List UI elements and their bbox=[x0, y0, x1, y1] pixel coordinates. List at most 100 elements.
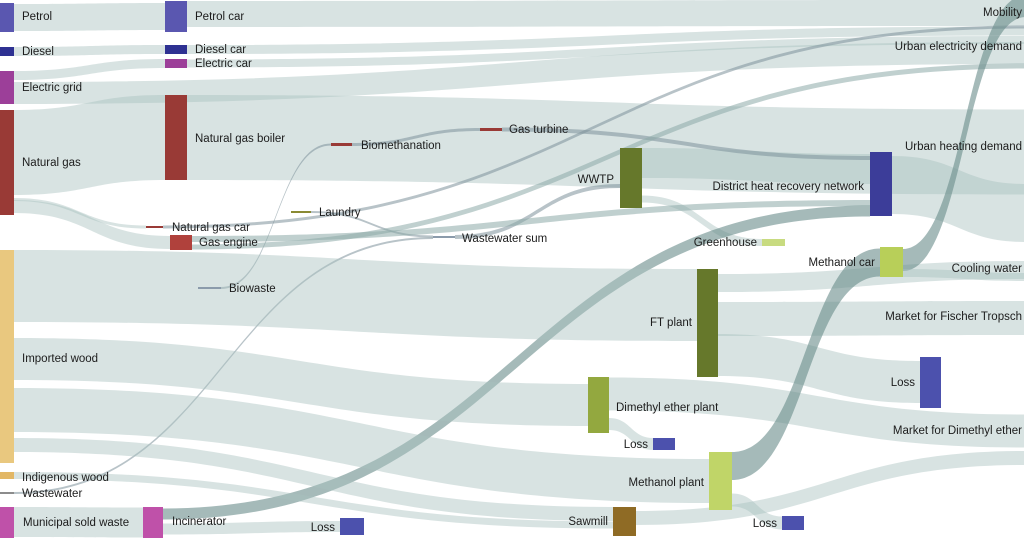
flow-gas_engine-to-district_heat bbox=[192, 200, 870, 242]
node-loss_left bbox=[340, 518, 364, 535]
node-natural_gas_car bbox=[146, 226, 163, 228]
label-market_ft: Market for Fischer Tropsch bbox=[885, 311, 1022, 323]
flow-sawmill-to-market_dme bbox=[636, 451, 1024, 525]
flow-ft_plant-to-market_ft bbox=[718, 301, 1024, 336]
flow-wastewater_sum-to-wwtp bbox=[455, 184, 620, 239]
node-ft_plant bbox=[697, 269, 718, 377]
label-petrol: Petrol bbox=[22, 11, 52, 23]
label-gas_turbine: Gas turbine bbox=[509, 124, 568, 136]
flow-natural_gas-to-gas_engine bbox=[14, 200, 170, 249]
label-sawmill: Sawmill bbox=[568, 516, 608, 528]
flow-natural_gas-to-natural_gas_boiler bbox=[14, 95, 165, 195]
label-gas_engine: Gas engine bbox=[199, 237, 258, 249]
node-imported_wood bbox=[0, 250, 14, 463]
label-natural_gas_car: Natural gas car bbox=[172, 222, 250, 234]
flow-gas_engine-to-urban_electricity bbox=[192, 63, 1024, 250]
node-natural_gas_boiler bbox=[165, 95, 187, 180]
node-loss_bottom bbox=[782, 516, 804, 530]
flow-natural_gas_car-to-mobility bbox=[163, 25, 1024, 229]
label-indigenous_wood: Indigenous wood bbox=[22, 472, 109, 484]
flow-biowaste-to-biomethanation bbox=[221, 143, 331, 289]
node-loss_mid bbox=[653, 438, 675, 450]
flow-natural_gas_boiler-to-urban_heating bbox=[187, 95, 1024, 195]
node-greenhouse bbox=[762, 239, 785, 246]
flow-links-layer bbox=[14, 0, 1024, 538]
node-biowaste bbox=[198, 287, 221, 289]
label-methanol_car: Methanol car bbox=[809, 257, 876, 269]
flow-methanol_car-to-mobility bbox=[903, 0, 1024, 271]
node-diesel bbox=[0, 47, 14, 56]
node-wwtp bbox=[620, 148, 642, 208]
flow-biomethanation-to-gas_turbine bbox=[352, 128, 480, 146]
label-ft_plant: FT plant bbox=[650, 317, 693, 329]
flow-nodes-layer bbox=[0, 1, 941, 538]
label-imported_wood: Imported wood bbox=[22, 353, 98, 365]
flow-incinerator-to-loss_left bbox=[163, 521, 340, 535]
label-loss_bottom: Loss bbox=[753, 518, 778, 530]
node-diesel_car bbox=[165, 45, 187, 54]
label-wwtp: WWTP bbox=[578, 174, 615, 186]
node-municipal_waste bbox=[0, 507, 14, 538]
label-methanol_plant: Methanol plant bbox=[629, 477, 705, 489]
flow-district_heat-to-urban_heating bbox=[892, 156, 1024, 242]
flow-electric_car-to-mobility bbox=[187, 36, 1024, 68]
flow-indigenous_wood-to-sawmill bbox=[14, 472, 613, 529]
flow-wastewater-to-wastewater_sum bbox=[14, 237, 433, 494]
flow-methanol_plant-to-methanol_car bbox=[732, 248, 880, 480]
label-cooling_water: Cooling water bbox=[952, 263, 1022, 275]
label-district_heat: District heat recovery network bbox=[713, 181, 865, 193]
flow-petrol-to-petrol_car bbox=[14, 3, 165, 31]
node-natural_gas bbox=[0, 110, 14, 215]
flow-dme_plant-to-loss_mid bbox=[609, 418, 653, 450]
label-loss_right: Loss bbox=[891, 377, 916, 389]
flow-imported_wood-to-methanol_plant bbox=[14, 388, 709, 503]
label-municipal_waste: Municipal sold waste bbox=[23, 517, 129, 529]
label-dme_plant: Dimethyl ether plant bbox=[616, 402, 719, 414]
node-electric_car bbox=[165, 59, 187, 68]
label-biomethanation: Biomethanation bbox=[361, 140, 441, 152]
flow-imported_wood-to-ft_plant bbox=[14, 250, 697, 341]
node-indigenous_wood bbox=[0, 472, 14, 479]
label-urban_heating: Urban heating demand bbox=[905, 141, 1022, 153]
label-loss_mid: Loss bbox=[624, 439, 649, 451]
label-urban_electricity: Urban electricity demand bbox=[895, 41, 1022, 53]
flow-incinerator-to-district_heat bbox=[163, 205, 870, 520]
flow-petrol_car-to-mobility bbox=[187, 0, 1024, 27]
node-methanol_plant bbox=[709, 452, 732, 510]
node-dme_plant bbox=[588, 377, 609, 433]
node-petrol bbox=[0, 3, 14, 32]
label-petrol_car: Petrol car bbox=[195, 11, 244, 23]
node-petrol_car bbox=[165, 1, 187, 32]
flow-imported_wood-to-dme_plant bbox=[14, 338, 588, 426]
label-mobility: Mobility bbox=[983, 7, 1022, 19]
label-natural_gas: Natural gas bbox=[22, 157, 81, 169]
flow-municipal_waste-to-incinerator bbox=[14, 507, 143, 538]
node-labels-layer: Petrol Diesel Electric grid Natural gas Impo… bbox=[22, 7, 1022, 534]
flow-diesel-to-diesel_car bbox=[14, 45, 165, 56]
node-loss_right bbox=[920, 357, 941, 408]
flow-ft_plant-to-loss_right bbox=[718, 334, 920, 403]
flow-natural_gas-to-natural_gas_car bbox=[14, 198, 146, 229]
label-electric_grid: Electric grid bbox=[22, 82, 82, 94]
label-wastewater: Wastewater bbox=[22, 488, 82, 500]
node-methanol_car bbox=[880, 247, 903, 277]
node-wastewater bbox=[0, 492, 14, 494]
label-diesel_car: Diesel car bbox=[195, 44, 246, 56]
label-diesel: Diesel bbox=[22, 46, 54, 58]
flow-wwtp-to-greenhouse bbox=[642, 195, 762, 246]
label-market_dme: Market for Dimethyl ether bbox=[893, 425, 1022, 437]
node-biomethanation bbox=[331, 143, 352, 146]
node-wastewater_sum bbox=[433, 236, 455, 238]
flow-methanol_plant-to-loss_bottom bbox=[732, 493, 782, 530]
node-gas_engine bbox=[170, 235, 192, 250]
label-laundry: Laundry bbox=[319, 207, 361, 219]
flow-methanol_car-to-cooling_water bbox=[903, 269, 1024, 281]
node-incinerator bbox=[143, 507, 163, 538]
flow-diesel_car-to-mobility bbox=[187, 26, 1024, 54]
flow-dme_plant-to-market_dme bbox=[609, 377, 1024, 448]
flow-electric_grid-to-electric_car bbox=[14, 59, 165, 80]
node-gas_turbine bbox=[480, 128, 502, 131]
node-district_heat bbox=[870, 152, 892, 216]
